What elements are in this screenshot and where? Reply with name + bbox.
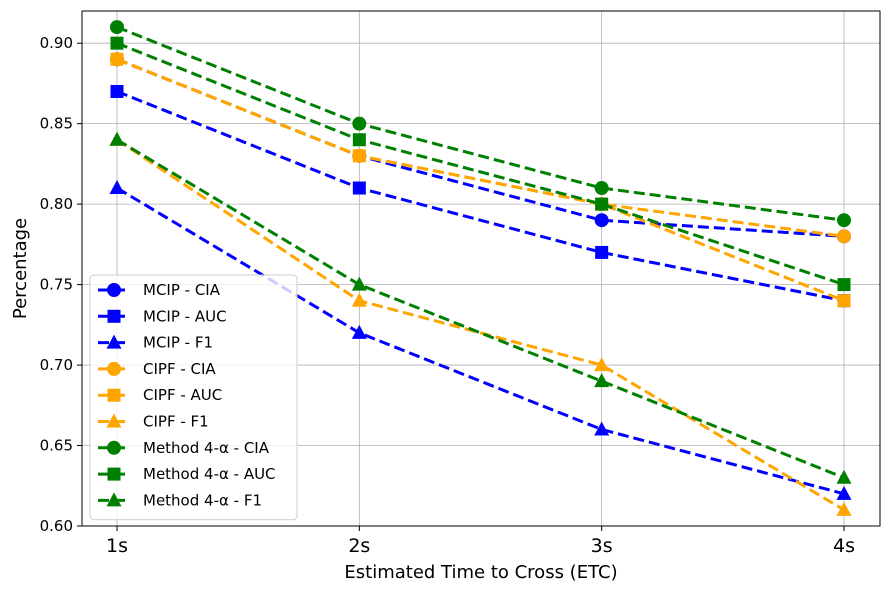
y-tick-label: 0.75 <box>40 276 73 294</box>
y-axis-ticks: 0.60 0.65 0.70 0.75 0.80 0.85 0.90 <box>40 34 82 535</box>
data-point-circle <box>594 181 609 196</box>
data-point-square <box>110 36 124 50</box>
legend-item: CIPF - AUC <box>98 386 222 404</box>
legend-marker-triangle <box>106 334 122 349</box>
x-tick-label: 1s <box>106 535 128 557</box>
series-line <box>116 90 845 303</box>
data-point-square <box>352 181 366 195</box>
x-axis-label: Estimated Time to Cross (ETC) <box>344 562 617 583</box>
legend-marker-circle <box>107 283 121 297</box>
series-8 <box>109 131 852 484</box>
data-point-triangle <box>594 357 610 372</box>
legend-label: CIPF - CIA <box>143 360 216 378</box>
y-tick-label: 0.80 <box>40 195 73 213</box>
legend-marker-square <box>107 467 121 481</box>
series-6 <box>110 20 851 228</box>
data-point-triangle <box>109 180 125 195</box>
y-tick-label: 0.65 <box>40 437 73 455</box>
legend-marker-circle <box>107 361 121 376</box>
legend-label: Method 4-α - F1 <box>143 491 262 509</box>
data-point-square <box>110 84 124 98</box>
legend-marker-triangle <box>106 413 122 428</box>
data-point-square <box>352 149 366 163</box>
data-point-square <box>595 197 609 211</box>
data-point-triangle <box>836 485 852 500</box>
legend-label: CIPF - AUC <box>143 386 222 404</box>
legend-marker-square <box>107 309 121 323</box>
data-point-circle <box>594 213 609 228</box>
data-point-square <box>595 245 609 259</box>
legend-label: CIPF - F1 <box>143 413 209 431</box>
legend-marker-triangle <box>106 492 122 507</box>
x-tick-label: 3s <box>591 535 613 557</box>
data-point-square <box>837 294 851 308</box>
x-tick-label: 2s <box>348 535 370 557</box>
x-axis-ticks: 1s 2s 3s 4s <box>106 526 855 557</box>
data-point-circle <box>837 229 851 244</box>
data-point-triangle <box>836 501 852 516</box>
legend-marker-square <box>107 388 121 402</box>
legend-item: CIPF - CIA <box>98 360 216 378</box>
series-line <box>116 25 845 222</box>
data-point-triangle <box>109 131 125 146</box>
series-line <box>116 57 845 303</box>
data-point-circle <box>110 20 124 35</box>
data-point-triangle <box>351 276 367 291</box>
data-point-triangle <box>594 421 610 436</box>
legend-label: MCIP - F1 <box>143 334 213 352</box>
legend-label: Method 4-α - CIA <box>143 439 270 457</box>
series-line <box>116 41 845 287</box>
y-tick-label: 0.60 <box>40 517 73 535</box>
legend-item: Method 4-α - F1 <box>98 491 262 509</box>
series-line <box>116 138 845 512</box>
legend-item: Method 4-α - AUC <box>98 465 276 483</box>
legend-label: Method 4-α - AUC <box>143 465 276 483</box>
series-2 <box>109 180 852 500</box>
series-7 <box>110 36 851 292</box>
series-layer <box>109 20 852 516</box>
data-point-circle <box>837 213 851 228</box>
data-point-triangle <box>351 324 367 339</box>
y-tick-label: 0.70 <box>40 356 73 374</box>
data-point-triangle <box>351 292 367 307</box>
x-tick-label: 4s <box>833 535 855 557</box>
y-tick-label: 0.85 <box>40 115 73 133</box>
legend-item: CIPF - F1 <box>98 413 209 431</box>
data-point-triangle <box>594 373 610 388</box>
legend-marker-circle <box>107 440 121 455</box>
y-tick-label: 0.90 <box>40 34 73 52</box>
data-point-square <box>837 278 851 292</box>
legend-box <box>89 274 298 521</box>
legend-item: MCIP - CIA <box>98 281 221 299</box>
y-axis-label: Percentage <box>10 218 31 319</box>
data-point-triangle <box>836 469 852 484</box>
legend-item: Method 4-α - CIA <box>98 439 270 457</box>
plot-area-frame <box>81 10 881 527</box>
legend: MCIP - CIA MCIP - AUC MCIP - F1 CIPF - CIA C… <box>89 274 298 521</box>
series-line <box>116 138 845 480</box>
legend-item: MCIP - AUC <box>98 307 227 325</box>
data-point-square <box>110 52 124 66</box>
legend-label: MCIP - AUC <box>143 307 227 325</box>
data-point-circle <box>352 116 367 131</box>
data-point-square <box>352 133 366 147</box>
legend-label: MCIP - CIA <box>143 281 221 299</box>
legend-item: MCIP - F1 <box>98 334 213 352</box>
